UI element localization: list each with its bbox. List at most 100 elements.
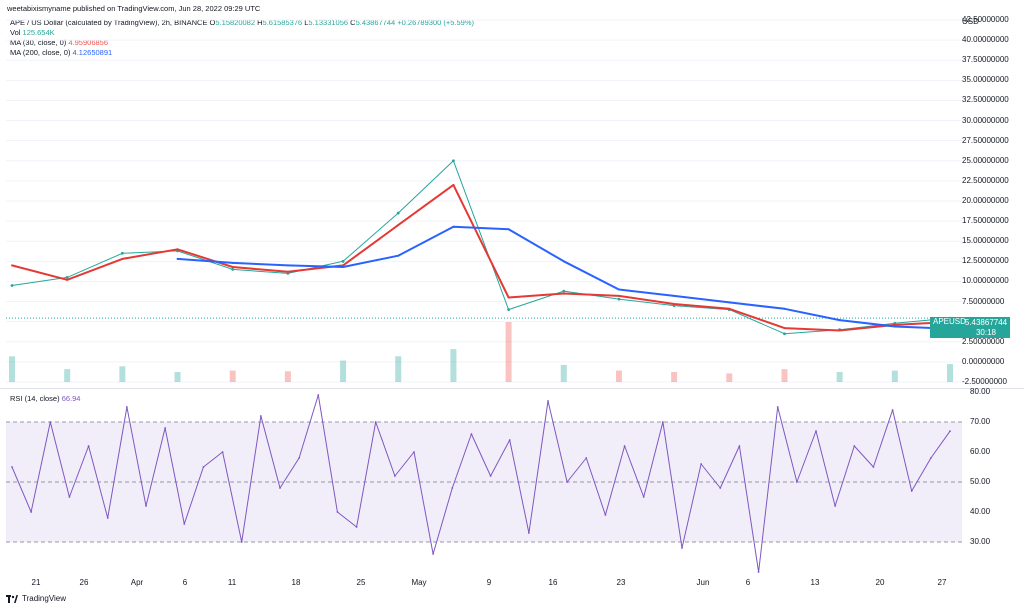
ma200-point [507,228,510,231]
ma30-point [783,327,786,330]
ohlc-o-label: O [209,18,216,27]
ohlc-open: 5.15820082 [215,18,256,27]
volume-bar [340,360,347,382]
ma200-point [397,254,400,257]
ohlc-l-label: L [304,18,309,27]
volume-bar [891,370,898,382]
rsi-point [279,487,281,489]
price-tag-price: 5.43867744 [964,318,1008,327]
ma30-point [562,292,565,295]
price-tick-label: 17.50000000 [962,216,1009,226]
price-tick-label: 7.50000000 [962,296,1005,306]
price-tick-label: 0.00000000 [962,356,1005,366]
rsi-pane[interactable] [6,390,962,574]
rsi-point [202,466,205,468]
volume-bar [947,364,953,382]
last-price-tag: APEUSD 5.43867744 30:18 [930,317,1010,338]
rsi-label[interactable]: RSI (14, close) [10,394,60,403]
ohlc-h-label: H [257,18,263,27]
rsi-value: 66.94 [61,394,81,403]
price-point [452,159,455,163]
ma30-label[interactable]: MA (30, close, 0) [10,38,67,47]
rsi-point [910,490,913,492]
vol-value: 125.654K [22,28,55,37]
price-line [11,160,951,335]
symbol-title[interactable]: APE / US Dollar (calculated by TradingVi… [10,18,208,27]
time-tick-label: 13 [810,578,820,587]
rsi-point [30,511,33,513]
rsi-point [949,430,951,433]
rsi-point [355,526,358,528]
price-tick-label: 30.00000000 [962,115,1009,125]
volume-bar [119,366,126,382]
ma30-point [231,265,234,268]
price-point [507,308,510,311]
legend-title-row: APE / US Dollar (calculated by TradingVi… [10,18,474,28]
volume-bar [726,373,733,382]
ma30-point [838,329,841,332]
rsi-point [11,466,13,468]
rsi-point [834,505,837,507]
ma30-point [11,264,13,267]
price-tick-label: 22.50000000 [962,175,1009,185]
rsi-point [240,541,243,543]
price-pane[interactable] [6,12,962,388]
rsi-point [891,409,894,411]
rsi-point [183,523,186,525]
time-tick-label: 11 [227,578,237,587]
rsi-point [106,517,109,519]
rsi-point [432,553,435,555]
rsi-point [527,532,530,534]
pane-separator[interactable] [0,388,1024,389]
ma30-point [673,302,676,305]
volume-bar [560,364,567,382]
rsi-point [49,421,52,423]
volume-bar [229,370,236,382]
rsi-point [642,496,645,498]
ma30-point [176,248,179,251]
rsi-point [700,463,703,465]
time-tick-label: 20 [875,578,885,587]
price-tick-label: 32.50000000 [962,95,1009,105]
rsi-point [298,457,301,459]
rsi-point [336,511,339,513]
volume-bar [64,369,71,382]
rsi-point [374,421,377,423]
ma200-point [783,307,786,310]
rsi-point [719,487,722,489]
price-point [617,297,621,301]
ma30-point [893,323,896,326]
time-tick-label: 23 [616,578,626,587]
ma30-line [11,183,951,332]
ma30-point [507,296,510,299]
price-tick-label: 25.00000000 [962,155,1009,165]
volume-bar [615,370,622,382]
ma30-point [617,294,620,297]
time-tick-label: 6 [182,578,188,587]
ma200-label[interactable]: MA (200, close, 0) [10,48,71,57]
time-tick-label: 25 [356,578,366,587]
attribution: weetabixismyname published on TradingVie… [7,4,261,13]
price-point [783,332,786,336]
vol-label[interactable]: Vol [10,28,21,37]
price-point [65,276,69,279]
rsi-point [221,451,224,453]
rsi-tick-label: 30.00 [970,537,991,546]
rsi-point [661,421,664,423]
legend-vol-row: Vol 125.654K [10,28,474,38]
legend-ma30-row: MA (30, close, 0) 4.95906856 [10,38,474,48]
price-tick-label: 40.00000000 [962,35,1009,45]
time-axis[interactable]: 21 26 Apr 6 11 18 25 May 9 16 23 Jun 6 13 20 27 [0,574,1024,592]
tradingview-logo-icon [6,594,18,603]
rsi-point [413,451,415,453]
volume-bar [450,349,457,382]
price-axis-currency: USD [962,17,979,26]
rsi-point [125,406,128,408]
rsi-point [145,505,147,507]
rsi-point [393,475,396,477]
rsi-point [489,475,492,477]
rsi-point [795,481,798,483]
time-tick-label: 27 [937,578,947,587]
price-tick-label: 37.50000000 [962,55,1009,65]
time-tick-label: 9 [486,578,492,587]
